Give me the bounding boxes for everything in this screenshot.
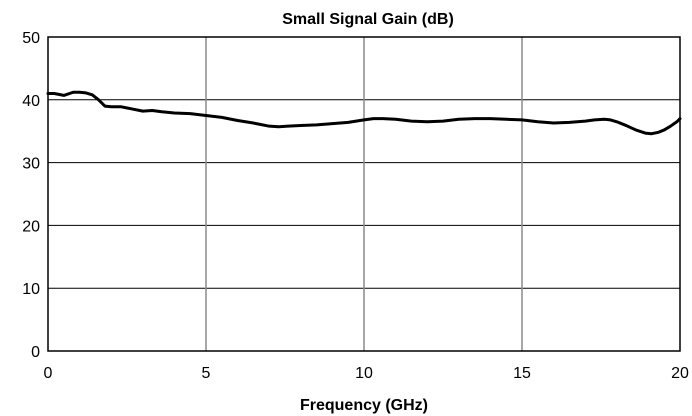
y-tick-label: 40 [22,93,40,110]
y-tick-label: 30 [22,156,40,173]
grid-layer [48,37,680,351]
y-tick-label: 50 [22,30,40,47]
x-tick-label: 5 [202,365,211,382]
x-tick-label: 0 [44,365,53,382]
y-tick-label: 0 [31,344,40,361]
y-axis-ticks: 0 10 20 30 40 50 [22,30,40,361]
series-line [46,90,682,136]
x-tick-label: 20 [671,365,689,382]
y-tick-label: 20 [22,218,40,235]
x-axis-label: Frequency (GHz) [300,397,428,414]
x-tick-label: 10 [355,365,373,382]
series-layer [46,90,682,136]
y-tick-label: 10 [22,281,40,298]
plot-area-frame [47,36,681,352]
x-axis-ticks: 0 5 10 15 20 [44,365,689,382]
chart-title: Small Signal Gain (dB) [282,11,454,28]
x-tick-label: 15 [513,365,531,382]
